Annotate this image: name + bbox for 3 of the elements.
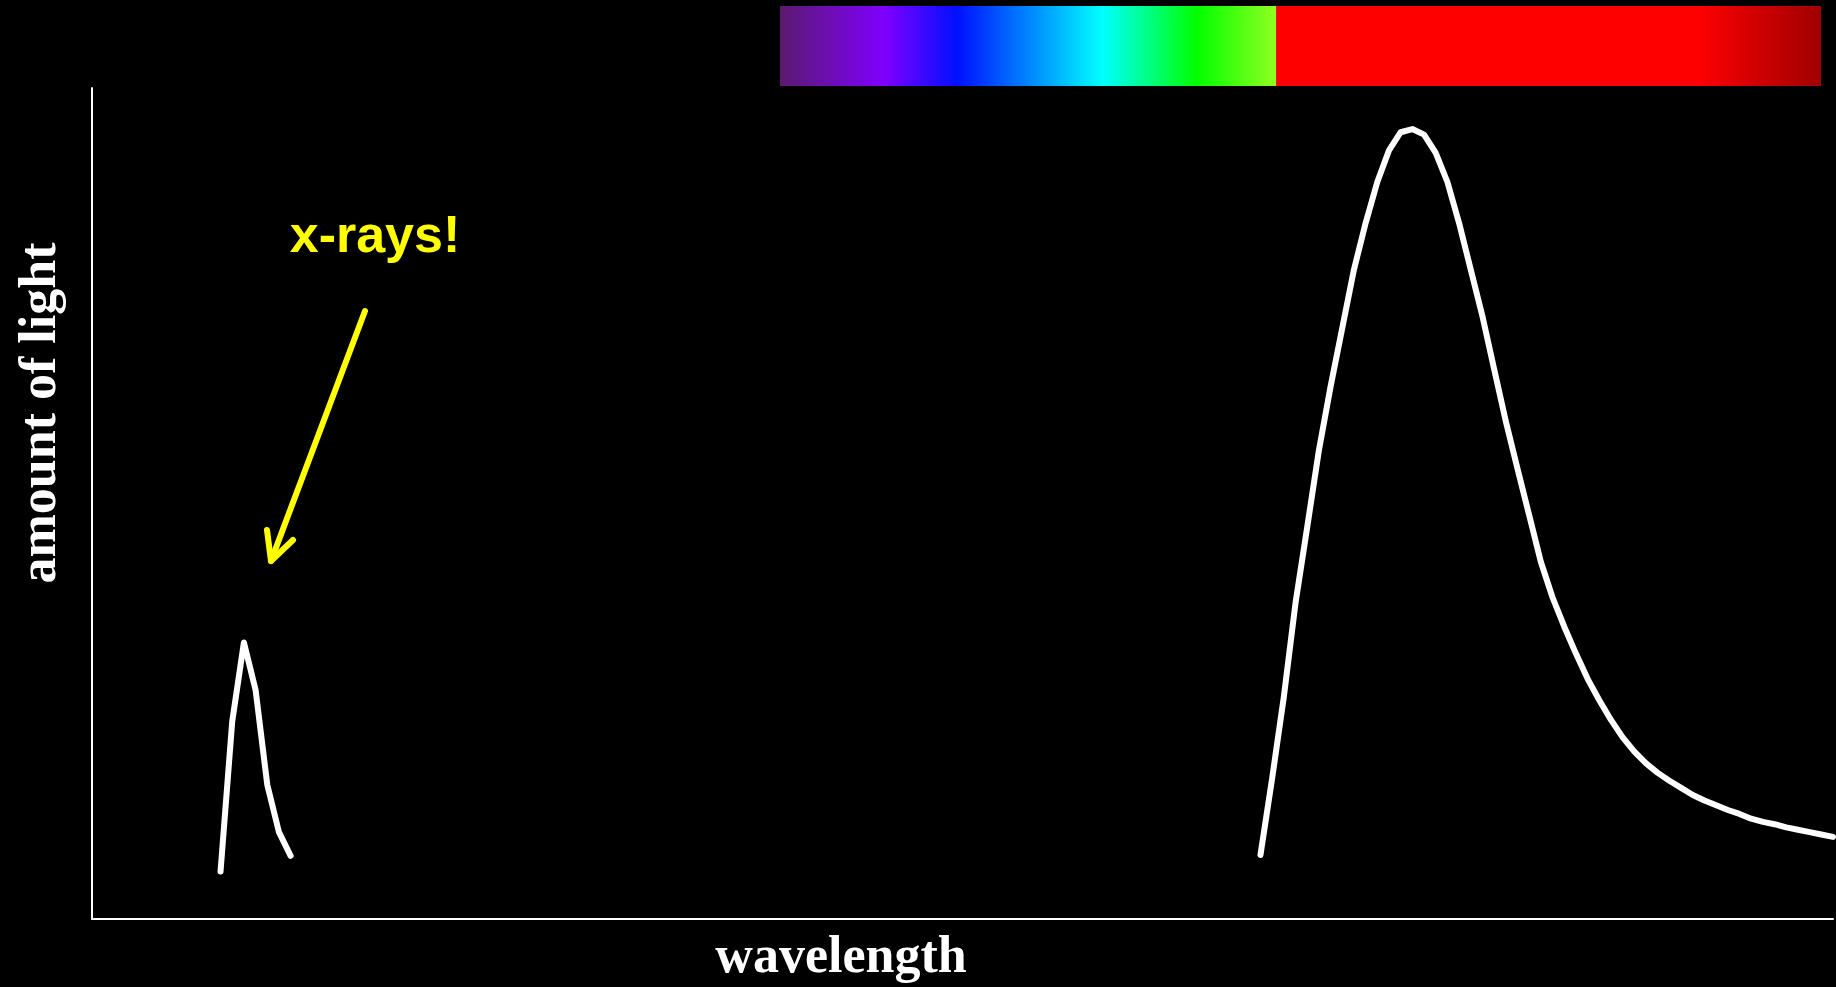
x-axis-title: wavelength bbox=[715, 924, 967, 984]
y-axis-title: amount of light bbox=[7, 242, 67, 584]
annotation: x-rays! bbox=[289, 204, 461, 264]
